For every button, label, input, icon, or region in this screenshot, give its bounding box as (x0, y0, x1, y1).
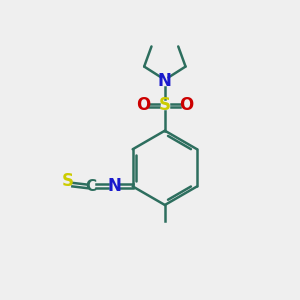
Text: S: S (62, 172, 74, 190)
Text: O: O (136, 96, 151, 114)
Text: N: N (107, 177, 121, 195)
Text: O: O (179, 96, 194, 114)
Text: N: N (158, 72, 172, 90)
Text: S: S (159, 96, 171, 114)
Text: C: C (85, 179, 97, 194)
